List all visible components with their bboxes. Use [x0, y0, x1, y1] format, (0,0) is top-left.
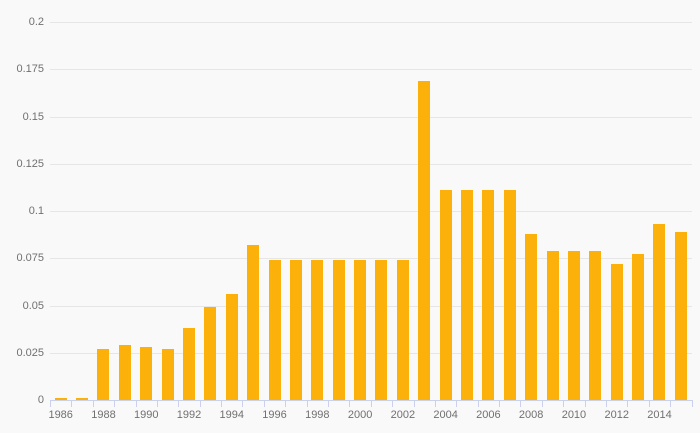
x-axis-tick-label: 2004	[433, 409, 458, 421]
y-axis-tick-label: 0.075	[16, 252, 44, 265]
y-axis-tick-label: 0.15	[22, 110, 44, 123]
bar	[525, 233, 538, 400]
x-axis-tick	[135, 400, 137, 407]
bar	[289, 260, 302, 400]
x-axis-ticks	[50, 400, 693, 408]
x-axis-tick-labels: 1986 1988 1990 1992 1994 1996 1998 2000 2002 2004…	[0, 409, 700, 429]
x-axis-tick	[499, 400, 501, 407]
x-axis-tick	[306, 400, 308, 407]
gridline	[50, 69, 692, 71]
x-axis-tick	[392, 400, 394, 407]
bar	[247, 245, 260, 400]
x-axis-tick	[263, 400, 265, 407]
bar	[418, 80, 431, 400]
x-axis-tick-label: 1994	[219, 409, 245, 421]
gridline	[50, 305, 692, 307]
y-axis-tick-label: 0.025	[16, 346, 44, 359]
x-axis-tick	[563, 400, 565, 407]
x-axis-tick-label: 1986	[48, 409, 73, 421]
x-axis-tick-label: 2006	[476, 409, 501, 421]
bar	[632, 254, 645, 400]
x-axis-tick	[92, 400, 94, 407]
x-axis-tick	[670, 400, 672, 407]
bar	[546, 250, 559, 400]
bar	[503, 190, 516, 400]
x-axis-tick	[434, 400, 436, 407]
x-axis-tick	[50, 400, 51, 407]
bar	[161, 348, 174, 400]
bar	[76, 398, 89, 400]
y-axis-tick-label: 0.2	[28, 16, 44, 28]
x-axis-tick-label: 2010	[561, 409, 587, 421]
bar	[396, 260, 409, 400]
y-axis-tick-label: 0.1	[28, 205, 44, 217]
x-axis-tick	[370, 400, 372, 407]
bar	[204, 307, 217, 400]
x-axis-tick	[114, 400, 116, 407]
y-axis-tick-labels: 0 0.025 0.05 0.075 0.1 0.125 0.15 0.175 0.2	[0, 0, 44, 433]
x-axis-tick-label: 1988	[91, 409, 116, 421]
x-axis-tick	[691, 400, 693, 407]
x-axis-tick-label: 2002	[390, 409, 416, 421]
gridline	[50, 22, 692, 23]
gridline	[50, 116, 692, 118]
gridline	[50, 258, 692, 260]
bar	[140, 347, 153, 400]
x-axis-tick-label: 2008	[518, 409, 544, 421]
gridline	[50, 211, 692, 212]
x-axis-tick	[456, 400, 458, 407]
gridline	[50, 352, 692, 354]
bar	[610, 263, 623, 400]
x-axis-tick-label: 1996	[262, 409, 287, 421]
plot-area	[50, 22, 692, 401]
bar	[567, 250, 580, 400]
bar	[674, 231, 687, 400]
x-axis-tick	[584, 400, 586, 407]
x-axis-tick	[520, 400, 522, 407]
y-axis-tick-label: 0.175	[16, 63, 44, 76]
x-axis-tick	[413, 400, 415, 407]
x-axis-tick	[178, 400, 180, 407]
bar	[439, 190, 452, 400]
x-axis-tick	[627, 400, 629, 407]
bar	[183, 328, 195, 400]
y-axis-tick-label: 0.125	[16, 157, 44, 170]
y-axis-tick-label: 0	[37, 394, 44, 406]
bar	[118, 345, 131, 400]
x-axis-tick	[156, 400, 158, 407]
bar	[589, 250, 602, 400]
x-axis-tick-label: 2000	[347, 409, 373, 421]
x-axis-tick-label: 1992	[176, 409, 202, 421]
x-axis-tick	[71, 400, 73, 407]
bar	[354, 260, 367, 400]
bar	[54, 398, 67, 400]
x-axis-tick-label: 2012	[604, 409, 629, 421]
bar	[482, 190, 495, 400]
x-axis-tick	[221, 400, 223, 407]
x-axis-tick	[328, 400, 329, 407]
x-axis-tick	[285, 400, 287, 407]
bar-series	[50, 22, 692, 400]
x-axis-tick	[349, 400, 351, 407]
x-axis-tick-label: 1990	[133, 409, 159, 421]
x-axis-tick	[477, 400, 479, 407]
x-axis-tick	[199, 400, 201, 407]
gridline	[50, 163, 692, 165]
x-axis-tick-label: 2014	[647, 409, 672, 421]
y-axis-tick-label: 0.05	[22, 299, 44, 312]
bar	[375, 260, 388, 400]
x-axis-tick	[242, 400, 244, 407]
x-axis-tick	[606, 400, 608, 407]
bar	[97, 348, 110, 400]
bar	[225, 294, 238, 400]
bar	[268, 260, 281, 400]
bar	[311, 260, 324, 400]
bar	[461, 190, 474, 400]
x-axis-tick-label: 1998	[305, 409, 330, 421]
bar	[332, 260, 345, 400]
x-axis-tick	[648, 400, 650, 407]
bar	[653, 224, 666, 400]
x-axis-tick	[541, 400, 543, 407]
